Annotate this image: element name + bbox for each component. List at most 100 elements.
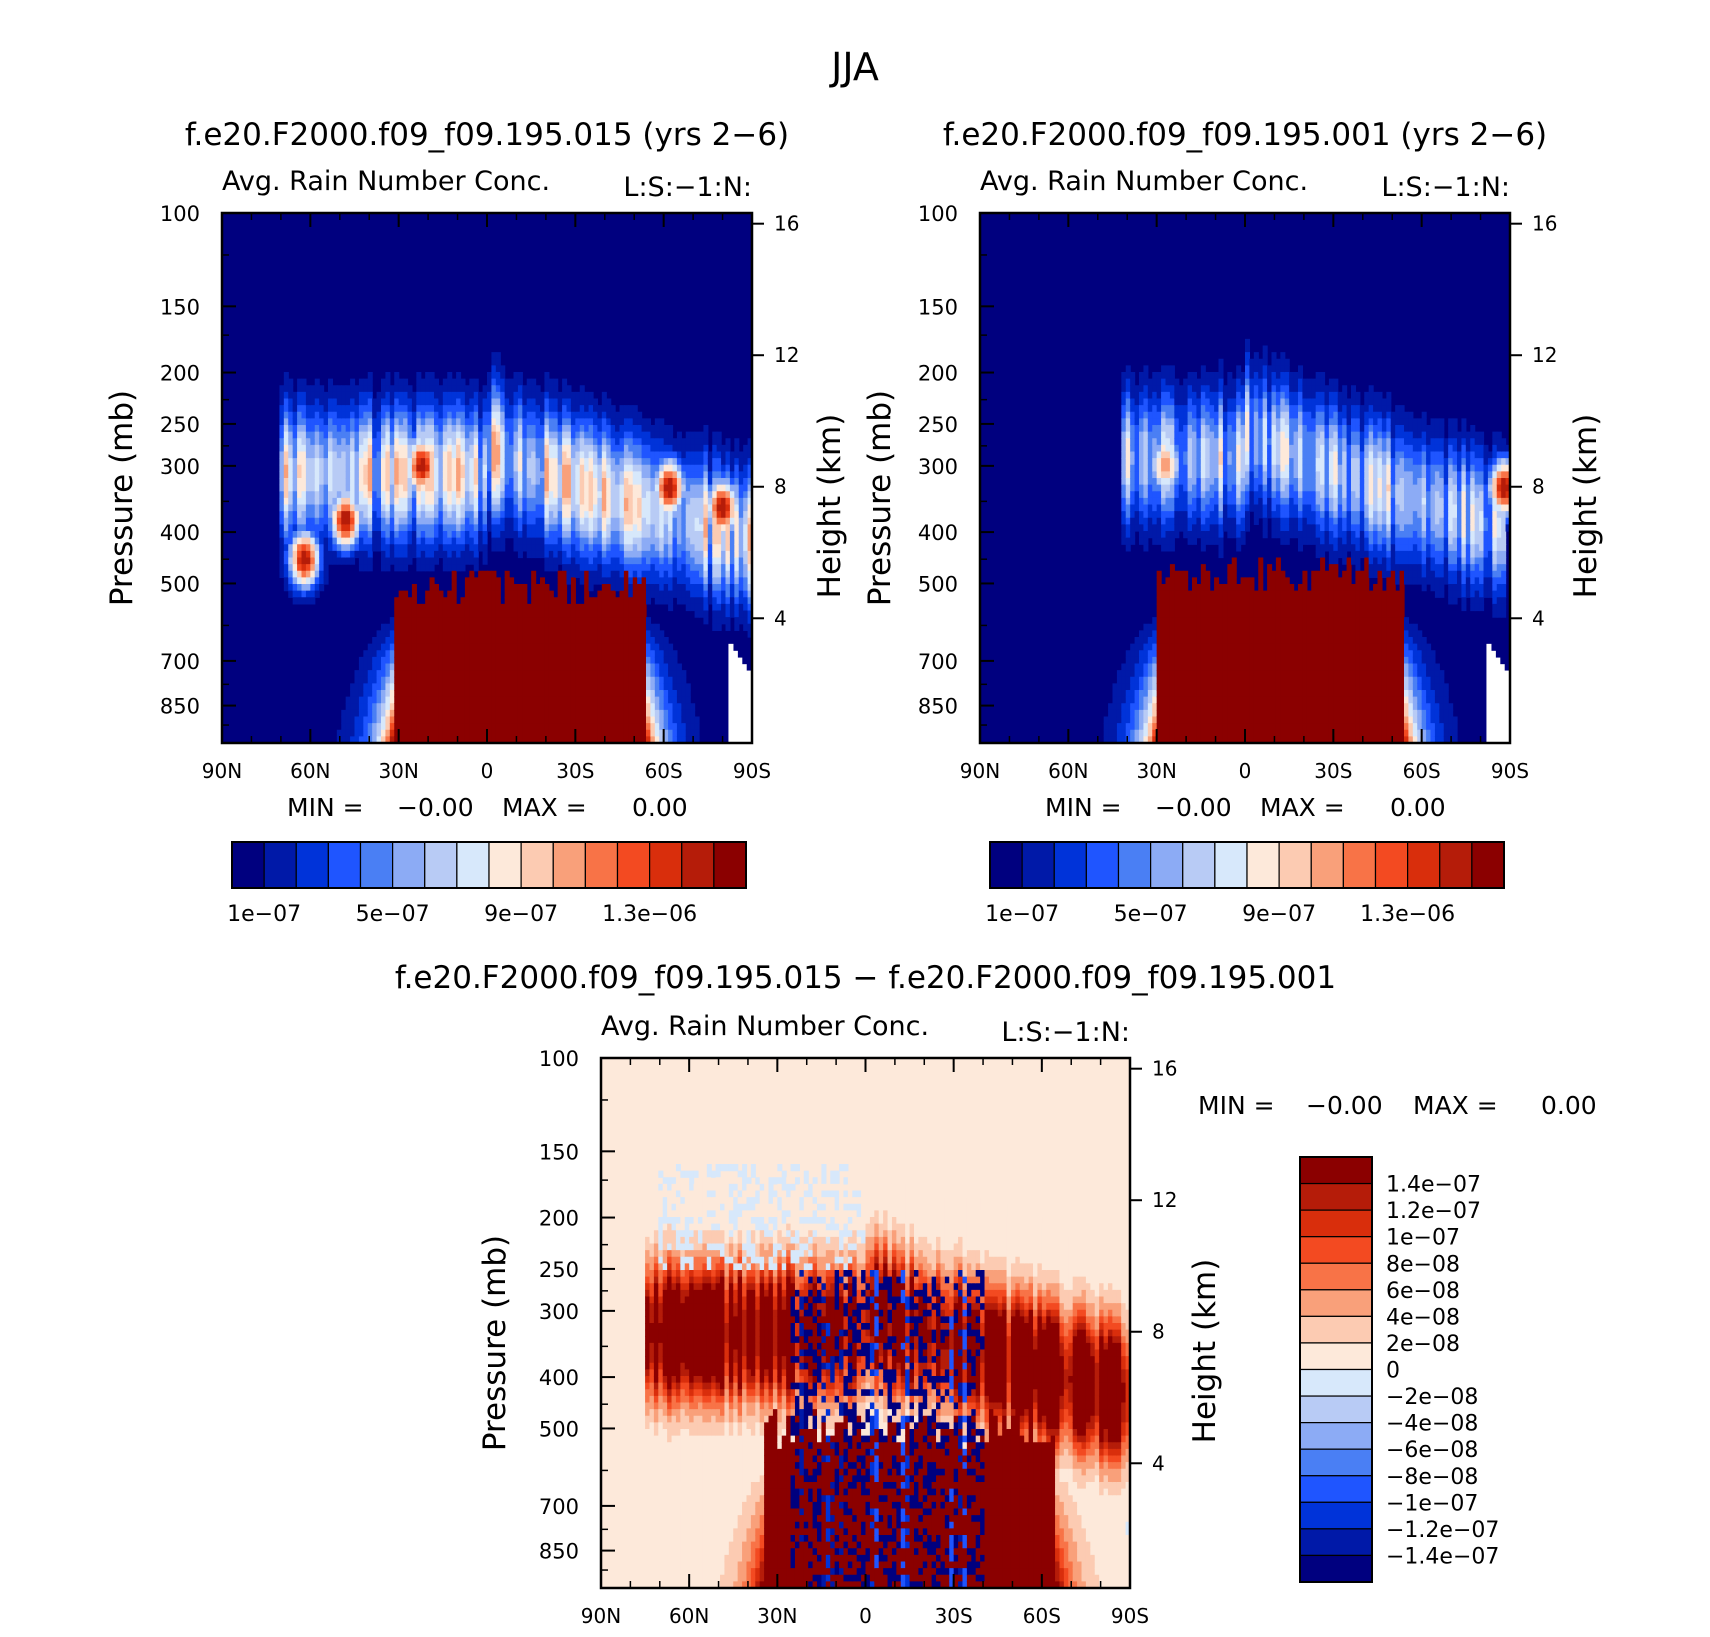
heatmap-cell [341,418,346,425]
heatmap-cell [443,385,448,392]
heatmap-cell [589,392,594,399]
heatmap-cell [620,637,625,644]
heatmap-cell [536,730,541,737]
heatmap-cell [553,657,558,664]
heatmap-cell [734,538,739,545]
heatmap-cell [341,498,346,505]
heatmap-cell [1130,418,1135,425]
heatmap-cell [355,730,360,737]
heatmap-cell [571,405,576,412]
heatmap-cell [306,392,311,399]
heatmap-cell [567,399,572,406]
heatmap-cell [743,577,748,584]
heatmap-cell [341,412,346,419]
heatmap-cell [377,465,382,472]
heatmap-cell [624,611,629,618]
heatmap-cell [491,630,496,637]
heatmap-cell [461,458,466,465]
heatmap-cell [575,538,580,545]
heatmap-cell [487,697,492,704]
heatmap-cell [553,703,558,710]
heatmap-cell [483,505,488,512]
heatmap-cell [368,465,373,472]
heatmap-cell [500,650,505,657]
heatmap-cell [509,611,514,618]
heatmap-cell [544,485,549,492]
heatmap-cell [677,432,682,439]
heatmap-cell [377,670,382,677]
heatmap-cell [589,617,594,624]
heatmap-cell [491,524,496,531]
heatmap-cell [620,511,625,518]
heatmap-cell [302,584,307,591]
heatmap-cell [611,498,616,505]
heatmap-cell [500,458,505,465]
heatmap-cell [500,611,505,618]
heatmap-cell [620,571,625,578]
heatmap-cell [452,505,457,512]
heatmap-cell [390,677,395,684]
heatmap-cell [637,683,642,690]
heatmap-cell [319,425,324,432]
heatmap-cell [1121,432,1126,439]
heatmap-cell [421,531,426,538]
heatmap-cell [496,399,501,406]
heatmap-cell [346,511,351,518]
heatmap-cell [602,617,607,624]
heatmap-cell [593,730,598,737]
heatmap-cell [650,551,655,558]
heatmap-cell [624,564,629,571]
heatmap-cell [434,617,439,624]
heatmap-cell [425,405,430,412]
heatmap-cell [474,670,479,677]
heatmap-cell [297,399,302,406]
heatmap-cell [686,438,691,445]
heatmap-cell [385,697,390,704]
heatmap-cell [673,478,678,485]
heatmap-cell [611,558,616,565]
heatmap-cell [690,730,695,737]
heatmap-cell [500,637,505,644]
heatmap-cell [1135,485,1140,492]
heatmap-cell [350,505,355,512]
heatmap-cell [350,531,355,538]
heatmap-cell [491,438,496,445]
heatmap-cell [717,511,722,518]
heatmap-cell [341,518,346,525]
heatmap-cell [474,644,479,651]
heatmap-cell [452,518,457,525]
heatmap-cell [650,452,655,459]
heatmap-cell [1113,697,1118,704]
heatmap-cell [681,471,686,478]
heatmap-cell [500,491,505,498]
heatmap-cell [726,518,731,525]
heatmap-cell [319,392,324,399]
heatmap-cell [483,458,488,465]
heatmap-cell [677,445,682,452]
heatmap-cell [430,445,435,452]
heatmap-cell [690,452,695,459]
heatmap-cell [416,624,421,631]
heatmap-cell [659,577,664,584]
heatmap-cell [346,405,351,412]
heatmap-cell [589,710,594,717]
heatmap-cell [642,425,647,432]
heatmap-cell [522,498,527,505]
heatmap-cell [328,445,333,452]
heatmap-cell [500,538,505,545]
heatmap-cell [381,630,386,637]
heatmap-cell [721,611,726,618]
heatmap-cell [425,544,430,551]
heatmap-cell [416,518,421,525]
heatmap-cell [332,399,337,406]
heatmap-cell [606,657,611,664]
heatmap-cell [509,604,514,611]
heatmap-cell [381,564,386,571]
heatmap-cell [509,491,514,498]
heatmap-cell [611,432,616,439]
heatmap-cell [390,399,395,406]
heatmap-cell [580,438,585,445]
heatmap-cell [425,703,430,710]
heatmap-cell [518,683,523,690]
heatmap-cell [615,511,620,518]
